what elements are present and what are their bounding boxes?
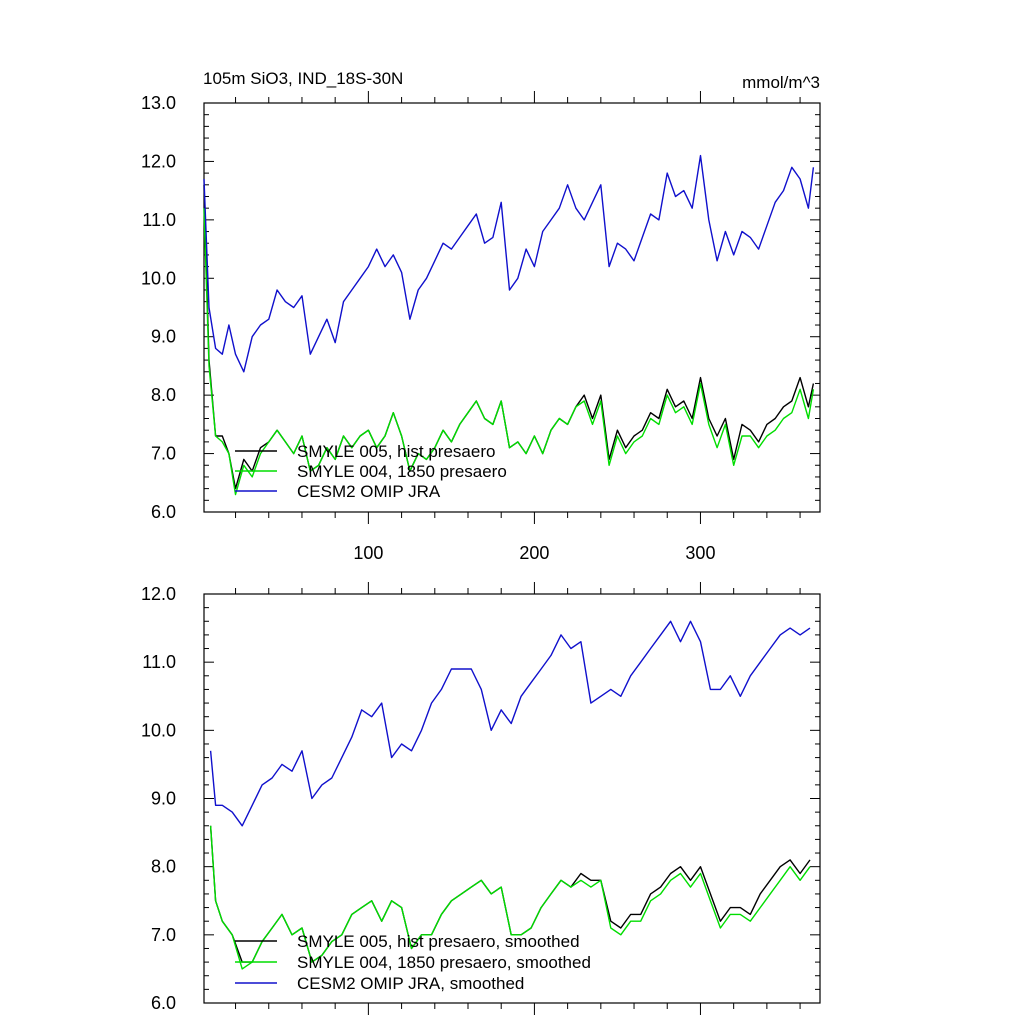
y-tick-label: 11.0: [142, 210, 176, 230]
y-tick-label: 6.0: [151, 502, 176, 522]
y-tick-label: 13.0: [141, 93, 176, 113]
y-tick-label: 7.0: [151, 925, 176, 945]
legend-label: SMYLE 004, 1850 presaero: [297, 462, 507, 481]
chart-title: 105m SiO3, IND_18S-30N: [203, 69, 403, 88]
y-tick-label: 6.0: [151, 993, 176, 1013]
legend-label: SMYLE 004, 1850 presaero, smoothed: [297, 953, 591, 972]
x-tick-label: 100: [353, 543, 383, 563]
y-tick-label: 11.0: [142, 652, 176, 672]
series-line-2: [203, 154, 815, 373]
series-line-2: [209, 620, 811, 827]
x-tick-label: 300: [685, 543, 715, 563]
y-tick-label: 9.0: [151, 327, 176, 347]
y-tick-label: 12.0: [141, 584, 176, 604]
bottom-panel: 6.0 7.0 8.0 9.0 10.0 11.0 12.0 SMYLE 005, hist …: [141, 582, 821, 1015]
series-line-1: [209, 825, 811, 970]
y-tick-label: 10.0: [141, 268, 176, 288]
plot-frame: [203, 102, 821, 513]
y-tick-label: 12.0: [141, 151, 176, 171]
y-tick-label: 8.0: [151, 385, 176, 405]
y-tick-label: 8.0: [151, 857, 176, 877]
legend-label: SMYLE 005, hist presaero, smoothed: [297, 932, 580, 951]
y-tick-label: 7.0: [151, 444, 176, 464]
y-tick-label: 9.0: [151, 789, 176, 809]
legend-label: CESM2 OMIP JRA: [297, 482, 441, 501]
top-panel: 6.0 7.0 8.0 9.0 10.0 11.0 12.0 13.0 100 200 300 SMY…: [141, 91, 821, 563]
x-tick-label: 200: [519, 543, 549, 563]
legend-label: SMYLE 005, hist presaero: [297, 442, 495, 461]
units-label: mmol/m^3: [742, 73, 820, 92]
y-tick-label: 10.0: [141, 720, 176, 740]
legend-label: CESM2 OMIP JRA, smoothed: [297, 974, 524, 993]
series-line-1: [203, 208, 815, 496]
